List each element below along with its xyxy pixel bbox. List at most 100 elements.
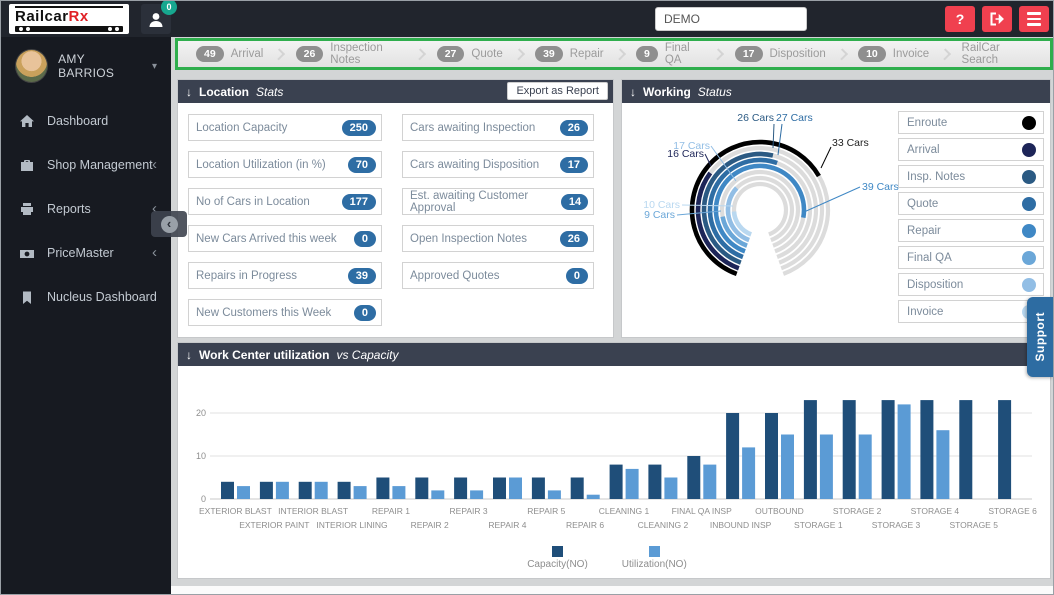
panel-title: Work Center utilization	[199, 347, 330, 362]
bar-capacity-no-	[648, 464, 662, 499]
bar-capacity-no-	[337, 481, 351, 499]
legend-color-dot	[1022, 142, 1036, 157]
railcarrx-logo[interactable]: RailcarRx	[9, 4, 129, 34]
collapse-arrow-icon: ↓	[186, 347, 192, 362]
legend-item-final-qa[interactable]: Final QA	[898, 246, 1044, 269]
sidebar-item-label: Dashboard	[47, 114, 109, 128]
stat-label: Cars awaiting Inspection	[410, 121, 536, 134]
sidebar-item-label: Reports	[47, 202, 91, 216]
workflow-breadcrumb-bar: 49 Arrival 26 Inspection Notes 27 Quote 39 Repa…	[175, 38, 1053, 70]
x-axis-category-label: OUTBOUND	[755, 506, 804, 516]
stat-value-badge: 70	[347, 156, 376, 173]
sidebar-user-menu[interactable]: AMY BARRIOS ▾	[1, 37, 171, 99]
chevron-separator-icon	[512, 47, 526, 61]
legend-label: Invoice	[907, 305, 944, 318]
sidebar-collapse-button[interactable]: ‹	[151, 211, 187, 237]
work-center-bar-chart: 0 10 20 EXTERIOR BLAST EXTERIOR PAINT INTERIO…	[186, 371, 1044, 548]
legend-item-arrival[interactable]: Arrival	[898, 138, 1044, 161]
bar-utilization-no-	[470, 490, 484, 499]
legend-item-quote[interactable]: Quote	[898, 192, 1044, 215]
x-axis-category-label: STORAGE 6	[988, 506, 1037, 516]
bar-legend-item-capacity-no-[interactable]: Capacity(NO)	[527, 546, 588, 570]
chevron-separator-icon	[273, 47, 286, 61]
export-as-report-button[interactable]: Export as Report	[507, 82, 608, 100]
sidebar-item-shop-management[interactable]: Shop Management ‹	[1, 143, 171, 187]
stat-label: Repairs in Progress	[196, 269, 297, 282]
x-axis-category-label: REPAIR 3	[450, 506, 488, 516]
radial-value-label: 16 Cars	[667, 148, 704, 160]
x-axis-category-label: STORAGE 4	[911, 506, 960, 516]
working-status-header[interactable]: ↓ Working Status	[622, 80, 1050, 103]
workflow-step-final-qa[interactable]: 9 Final QA	[626, 42, 713, 66]
help-button[interactable]: ?	[945, 6, 975, 32]
leader-line	[710, 145, 737, 182]
workflow-step-count: 26	[295, 46, 324, 62]
bar-capacity-no-	[259, 481, 273, 499]
radial-arc-disposition	[725, 186, 750, 243]
stat-row-new-cars-arrived-this-week: New Cars Arrived this week 0	[188, 225, 382, 252]
location-stats-header[interactable]: ↓ Location Stats	[178, 80, 613, 103]
legend-color-dot	[1022, 277, 1036, 292]
work-center-header[interactable]: ↓ Work Center utilization vs Capacity	[178, 343, 1050, 366]
y-axis-tick: 20	[196, 408, 206, 418]
workflow-step-disposition[interactable]: 17 Disposition	[725, 46, 836, 62]
x-axis-category-label: REPAIR 4	[488, 520, 526, 530]
logo-text: RailcarRx	[15, 8, 89, 25]
panel-subtitle: Status	[697, 84, 732, 99]
legend-label: Final QA	[907, 251, 952, 264]
legend-series-name: Utilization(NO)	[621, 559, 687, 570]
support-tab-label: Support	[1033, 312, 1047, 362]
environment-select[interactable]	[655, 7, 807, 31]
chevron-separator-icon	[835, 47, 849, 61]
support-tab[interactable]: Support	[1027, 297, 1053, 377]
radial-value-label: 33 Cars	[832, 137, 869, 149]
legend-item-repair[interactable]: Repair	[898, 219, 1044, 242]
chevron-left-icon: ‹	[152, 200, 157, 217]
bar-capacity-no-	[687, 456, 701, 499]
logout-button[interactable]	[982, 6, 1012, 32]
leader-line	[772, 123, 775, 149]
bookmark-icon	[19, 290, 35, 305]
radial-arc-invoice	[731, 211, 753, 237]
bar-capacity-no-	[221, 481, 234, 499]
workflow-step-arrival[interactable]: 49 Arrival	[186, 46, 273, 62]
legend-item-invoice[interactable]: Invoice	[898, 300, 1044, 323]
sidebar-item-pricemaster[interactable]: PriceMaster ‹	[1, 231, 171, 275]
briefcase-icon	[19, 158, 35, 173]
workflow-step-invoice[interactable]: 10 Invoice	[848, 46, 939, 62]
workflow-step-label: Invoice	[892, 48, 930, 60]
sidebar-item-nucleus-dashboard[interactable]: Nucleus Dashboard	[1, 275, 171, 319]
leader-line	[777, 123, 783, 156]
notifications-button[interactable]: 0	[141, 1, 177, 34]
workflow-step-label: Quote	[471, 48, 503, 60]
bar-capacity-no-	[376, 477, 390, 499]
workflow-step-quote[interactable]: 27 Quote	[427, 46, 513, 62]
x-axis-category-label: EXTERIOR PAINT	[239, 520, 309, 530]
sidebar-item-reports[interactable]: Reports ‹	[1, 187, 171, 231]
bar-capacity-no-	[842, 400, 856, 499]
workflow-step-railcar-search[interactable]: RailCar Search	[952, 42, 1042, 66]
radial-arc-arrival	[695, 171, 740, 271]
legend-item-insp-notes[interactable]: Insp. Notes	[898, 165, 1044, 188]
sidebar-item-dashboard[interactable]: Dashboard	[1, 99, 171, 143]
workflow-step-count: 10	[858, 46, 886, 62]
top-bar: RailcarRx 0 ?	[1, 1, 1053, 37]
sidebar: AMY BARRIOS ▾ Dashboard Shop Management ‹ R…	[1, 37, 171, 594]
panel-title: Location	[199, 84, 249, 99]
legend-item-disposition[interactable]: Disposition	[898, 273, 1044, 296]
x-axis-category-label: REPAIR 6	[566, 520, 604, 530]
radial-arc-final-qa	[720, 216, 748, 248]
menu-button[interactable]	[1019, 6, 1049, 32]
workflow-step-repair[interactable]: 39 Repair	[525, 46, 614, 62]
stat-row-location-utilization-in-: Location Utilization (in %) 70	[188, 151, 382, 178]
stat-label: New Customers this Week	[196, 306, 332, 319]
money-icon	[19, 246, 35, 261]
bar-capacity-no-	[998, 400, 1012, 499]
chevron-left-icon: ‹	[152, 156, 157, 173]
bar-utilization-no-	[431, 490, 445, 499]
stat-value-badge: 39	[347, 267, 376, 284]
logo-rail-top	[15, 6, 123, 8]
workflow-step-inspection-notes[interactable]: 26 Inspection Notes	[286, 42, 415, 66]
legend-item-enroute[interactable]: Enroute	[898, 111, 1044, 134]
bar-legend-item-utilization-no-[interactable]: Utilization(NO)	[622, 546, 687, 570]
